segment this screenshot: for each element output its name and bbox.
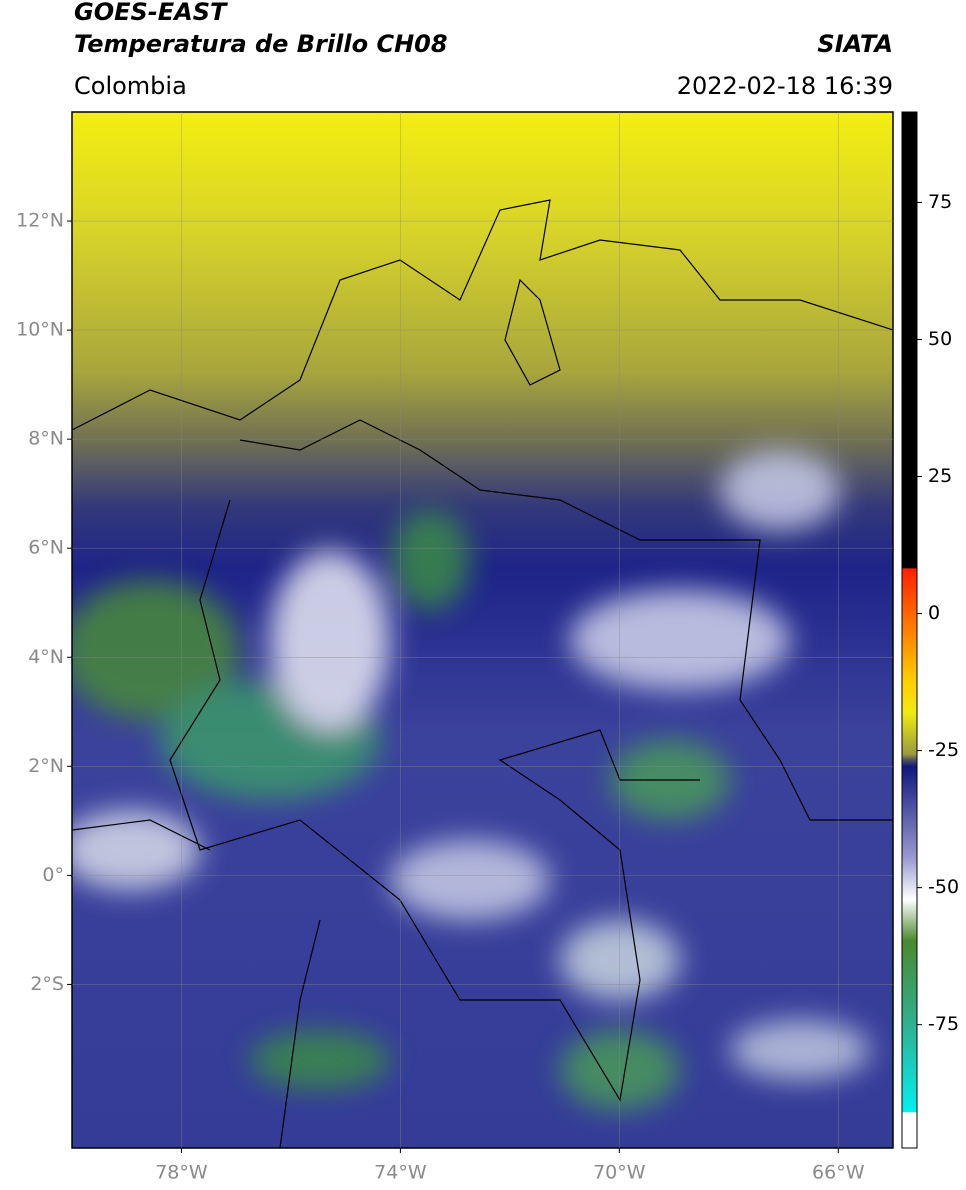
colorbar-tick-label: 50 xyxy=(928,328,952,350)
map-frame xyxy=(71,111,894,1149)
lat-tick-label: 10°N xyxy=(16,319,64,341)
lat-tick-label: 6°N xyxy=(28,537,64,559)
lat-tick-label: 2°S xyxy=(30,973,64,995)
source: SIATA xyxy=(817,30,893,58)
lat-tick-label: 2°N xyxy=(28,755,64,777)
lat-tick-label: 0° xyxy=(42,864,64,886)
colorbar xyxy=(901,111,918,1149)
lon-tick-label: 78°W xyxy=(155,1162,208,1184)
title: GOES-EAST xyxy=(74,0,228,26)
colorbar-tick-label: 0 xyxy=(928,602,940,624)
colorbar-tick-label: -75 xyxy=(928,1013,959,1035)
lon-tick-label: 70°W xyxy=(593,1162,646,1184)
lat-tick-label: 8°N xyxy=(28,428,64,450)
datetime: 2022-02-18 16:39 xyxy=(677,72,893,100)
colorbar-tick-label: -25 xyxy=(928,739,959,761)
region: Colombia xyxy=(74,72,187,100)
colorbar-tick-label: 25 xyxy=(928,465,952,487)
lat-tick-label: 4°N xyxy=(28,646,64,668)
lon-tick-label: 74°W xyxy=(374,1162,427,1184)
colorbar-tick-label: 75 xyxy=(928,191,952,213)
subtitle: Temperatura de Brillo CH08 xyxy=(74,30,448,58)
colorbar-tick-label: -50 xyxy=(928,876,959,898)
map-image xyxy=(72,112,893,1148)
lon-tick-label: 66°W xyxy=(812,1162,865,1184)
lat-tick-label: 12°N xyxy=(16,210,64,232)
